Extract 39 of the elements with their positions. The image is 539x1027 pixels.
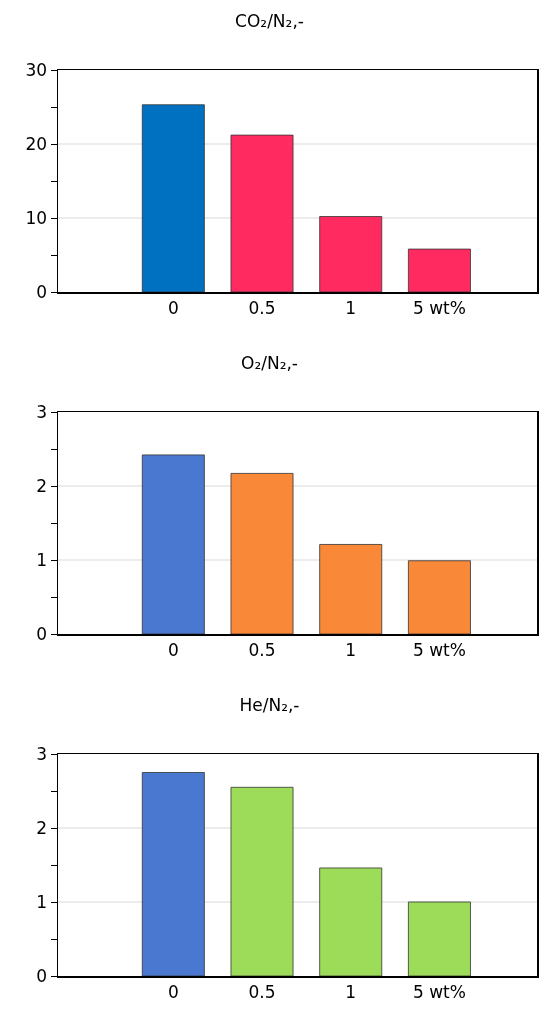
chart-title: He/N₂,- — [239, 695, 300, 716]
x-tick-label: 5 wt% — [412, 981, 466, 1002]
chart-title: CO₂/N₂,- — [235, 11, 304, 32]
x-tick-label: 5 wt% — [412, 297, 466, 318]
bar — [230, 473, 294, 634]
bar — [230, 134, 294, 292]
x-tick-label: 1 — [345, 639, 357, 660]
y-tick-label: 3 — [36, 401, 48, 422]
y-tick-label: 0 — [36, 623, 48, 644]
bar — [319, 216, 383, 292]
chart-title: O₂/N₂,- — [241, 353, 298, 374]
x-tick-label: 0.5 — [248, 297, 276, 318]
x-tick-label: 1 — [345, 981, 357, 1002]
x-tick-label: 5 wt% — [412, 639, 466, 660]
x-tick-label: 0 — [167, 639, 179, 660]
y-tick-label: 2 — [36, 817, 48, 838]
y-tick-label: 1 — [36, 549, 48, 570]
bar — [230, 786, 294, 976]
y-tick-label: 30 — [25, 59, 48, 80]
y-tick-label: 2 — [36, 475, 48, 496]
x-tick-label: 0 — [167, 297, 179, 318]
bar — [141, 772, 205, 976]
x-tick-label: 0 — [167, 981, 179, 1002]
bar — [141, 104, 205, 292]
bar — [407, 248, 471, 292]
bar — [141, 454, 205, 634]
y-tick-label: 10 — [25, 207, 48, 228]
bar — [319, 544, 383, 634]
x-tick-label: 0.5 — [248, 981, 276, 1002]
x-tick-label: 0.5 — [248, 639, 276, 660]
bar — [407, 560, 471, 634]
bar — [319, 867, 383, 976]
bar — [407, 901, 471, 976]
x-tick-label: 1 — [345, 297, 357, 318]
y-tick-label: 0 — [36, 965, 48, 986]
y-tick-label: 20 — [25, 133, 48, 154]
y-tick-label: 1 — [36, 891, 48, 912]
y-tick-label: 3 — [36, 743, 48, 764]
y-tick-label: 0 — [36, 281, 48, 302]
